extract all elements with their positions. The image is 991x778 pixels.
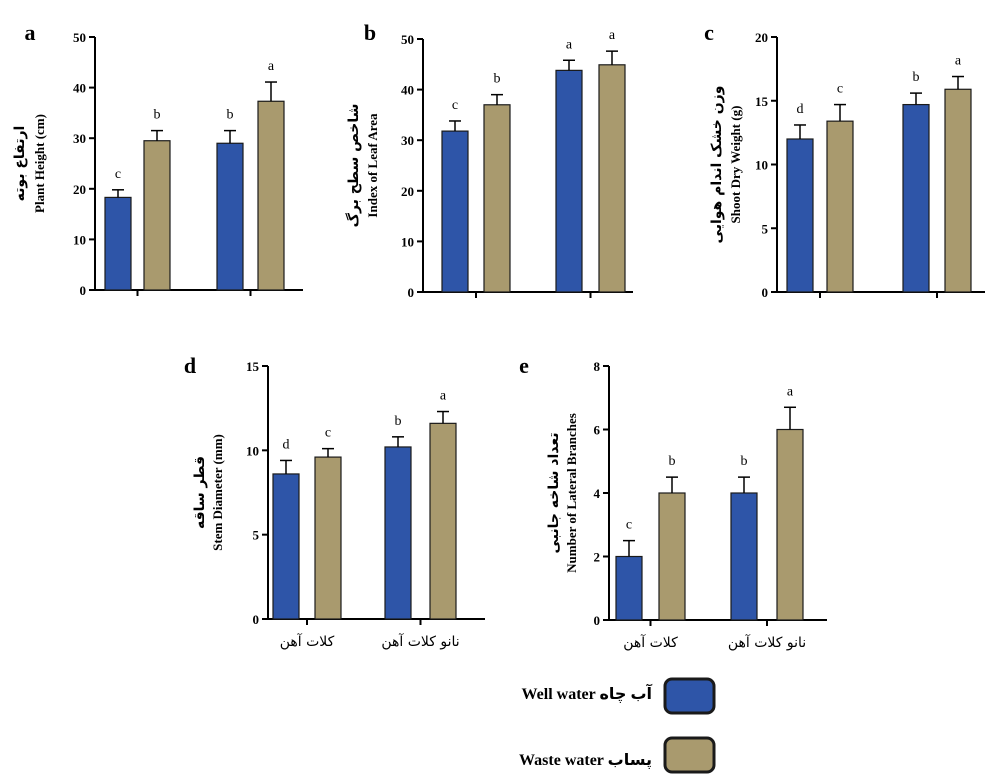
bar-well — [615, 555, 643, 621]
y-axis-title-en: Index of Leaf Area — [365, 113, 380, 218]
y-tick-label: 6 — [594, 423, 601, 438]
y-tick-label: 8 — [594, 359, 601, 374]
bar-waste — [257, 100, 285, 291]
y-axis-title-fa: قطر ساقه — [192, 456, 208, 529]
significance-letter: c — [837, 82, 843, 97]
y-axis-title-fa: شاخص سطح برگ — [345, 104, 362, 228]
bar-well — [786, 138, 814, 293]
y-tick-label: 20 — [755, 30, 768, 45]
legend: Well water آب چاه Waste water پساب — [519, 677, 716, 774]
y-tick-label: 40 — [73, 81, 86, 96]
significance-letter: b — [395, 414, 402, 429]
legend-waste-swatch — [663, 736, 716, 774]
x-tick-label: نانو کلات آهن — [728, 634, 806, 651]
bar-well — [272, 473, 300, 620]
y-tick-label: 2 — [594, 550, 601, 565]
significance-letter: c — [452, 98, 458, 113]
panel-a: a 0 10 20 30 40 50 ارتفاع بوته Plant Height (cm)… — [12, 20, 303, 298]
x-tick-label: کلات آهن — [623, 634, 678, 651]
y-tick-label: 10 — [73, 232, 86, 247]
significance-letter: b — [494, 72, 501, 87]
y-tick-label: 10 — [246, 443, 259, 458]
y-tick-label: 15 — [755, 94, 769, 109]
significance-letter: a — [787, 384, 794, 399]
y-tick-label: 50 — [73, 30, 86, 45]
panel-d: d 0 5 10 15 قطر ساقه Stem Diameter (mm) d c کلات … — [184, 353, 485, 650]
significance-letter: a — [609, 28, 616, 43]
y-axis-title-en: Stem Diameter (mm) — [210, 434, 225, 551]
y-tick-label: 5 — [762, 221, 769, 236]
panel-letter: d — [184, 353, 196, 378]
y-axis-title-en: Number of Lateral Branches — [564, 413, 579, 573]
significance-letter: a — [566, 37, 573, 52]
significance-letter: b — [913, 70, 920, 85]
y-tick-label: 15 — [246, 359, 260, 374]
bar-waste — [314, 456, 342, 620]
y-tick-label: 0 — [762, 285, 769, 300]
significance-letter: c — [626, 518, 632, 533]
bar-waste — [598, 64, 626, 293]
significance-letter: d — [797, 102, 804, 117]
y-tick-label: 0 — [594, 613, 601, 628]
y-tick-label: 0 — [408, 285, 415, 300]
x-tick-label: نانو کلات آهن — [381, 633, 459, 650]
legend-well-swatch — [663, 677, 716, 715]
y-axis-title-fa: تعداد شاخه جانبی — [546, 432, 562, 553]
significance-letter: a — [955, 54, 962, 69]
bar-waste — [826, 120, 854, 293]
y-axis-title-fa: ارتفاع بوته — [12, 126, 28, 202]
significance-letter: c — [115, 167, 121, 182]
panel-letter: c — [704, 20, 714, 45]
y-tick-label: 20 — [401, 184, 414, 199]
panel-b: b 0 10 20 30 40 50 شاخص سطح برگ Index of Leaf Ar… — [345, 20, 633, 300]
significance-letter: c — [325, 426, 331, 441]
bar-well — [730, 492, 758, 621]
significance-letter: b — [669, 454, 676, 469]
y-tick-label: 30 — [401, 133, 414, 148]
y-tick-label: 5 — [253, 528, 260, 543]
legend-waste-label: Waste water پساب — [519, 752, 652, 770]
y-tick-label: 0 — [80, 283, 87, 298]
y-tick-label: 10 — [401, 234, 414, 249]
bar-waste — [429, 422, 457, 620]
y-tick-label: 4 — [594, 486, 601, 501]
panel-letter: a — [25, 20, 36, 45]
significance-letter: b — [741, 454, 748, 469]
x-tick-label: کلات آهن — [280, 633, 335, 650]
bar-well — [104, 196, 132, 291]
significance-letter: d — [283, 437, 290, 452]
y-axis-title-fa: وزن خشک اندام هوایی — [709, 86, 725, 244]
bar-waste — [483, 104, 511, 293]
bar-well — [555, 69, 583, 293]
y-axis-title-en: Plant Height (cm) — [32, 114, 47, 213]
significance-letter: b — [227, 108, 234, 123]
legend-well-label: Well water آب چاه — [522, 683, 653, 704]
y-tick-label: 30 — [73, 131, 86, 146]
bar-well — [902, 103, 930, 293]
significance-letter: a — [268, 59, 275, 74]
y-tick-label: 50 — [401, 32, 414, 47]
bar-well — [216, 142, 244, 291]
bar-waste — [658, 492, 686, 621]
significance-letter: b — [154, 108, 161, 123]
panel-letter: e — [519, 353, 529, 378]
bar-well — [384, 446, 412, 620]
y-tick-label: 0 — [253, 612, 260, 627]
bar-waste — [944, 88, 972, 293]
y-tick-label: 40 — [401, 83, 414, 98]
panel-letter: b — [364, 20, 376, 45]
panel-c: c 0 5 10 15 20 وزن خشک اندام هوایی Shoot Dry We… — [704, 20, 985, 300]
y-tick-label: 20 — [73, 182, 86, 197]
panel-e: e 0 2 4 6 8 تعداد شاخه جانبی Number of Lateral … — [519, 353, 827, 651]
y-tick-label: 10 — [755, 158, 768, 173]
bar-well — [441, 130, 469, 293]
bar-waste — [776, 428, 804, 621]
bar-waste — [143, 140, 171, 291]
significance-letter: a — [440, 389, 447, 404]
y-axis-title-en: Shoot Dry Weight (g) — [728, 106, 743, 224]
